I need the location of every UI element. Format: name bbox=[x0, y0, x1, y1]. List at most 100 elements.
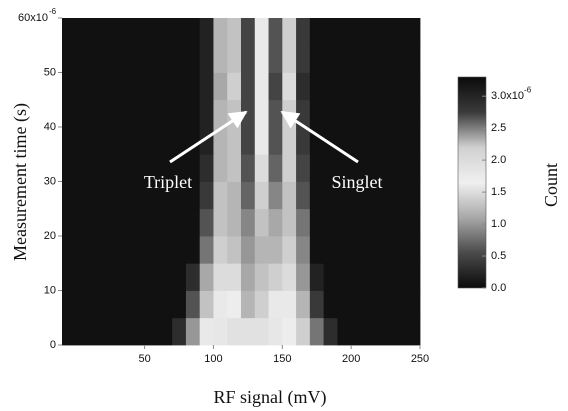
annotation: Triplet bbox=[144, 172, 192, 192]
heatmap-cell bbox=[75, 127, 90, 155]
heatmap-cell bbox=[364, 45, 380, 73]
heatmap-cell bbox=[130, 127, 146, 155]
heatmap-cell bbox=[254, 99, 269, 128]
heatmap-cell bbox=[309, 154, 325, 182]
heatmap-cell bbox=[241, 236, 256, 264]
heatmap-cell bbox=[89, 45, 104, 73]
heatmap-cell bbox=[268, 263, 283, 291]
heatmap-cell bbox=[296, 72, 311, 101]
heatmap-cell bbox=[117, 236, 132, 264]
heatmap-cell bbox=[130, 290, 146, 319]
heatmap-cell bbox=[213, 154, 228, 182]
heatmap-cell bbox=[364, 263, 380, 291]
heatmap-cell bbox=[254, 45, 269, 73]
heatmap-cell bbox=[364, 127, 380, 155]
heatmap-cell bbox=[117, 208, 132, 237]
heatmap-cell bbox=[199, 263, 214, 291]
heatmap-cell bbox=[282, 72, 297, 101]
heatmap-cell bbox=[351, 263, 366, 291]
heatmap-cell bbox=[227, 236, 242, 264]
heatmap-cell bbox=[117, 45, 132, 73]
heatmap-cell bbox=[254, 263, 269, 291]
heatmap-cell bbox=[172, 45, 187, 73]
heatmap-cell bbox=[62, 208, 77, 237]
heatmap-cell bbox=[130, 18, 146, 46]
heatmap-cell bbox=[185, 18, 201, 46]
heatmap-cell bbox=[241, 263, 256, 291]
heatmap-cell bbox=[337, 127, 352, 155]
heatmap-cell bbox=[158, 317, 173, 346]
heatmap-cell bbox=[406, 181, 421, 210]
heatmap-cell bbox=[158, 263, 173, 291]
heatmap-cell bbox=[337, 154, 352, 182]
heatmap-cell bbox=[144, 208, 159, 237]
heatmap-cell bbox=[337, 99, 352, 128]
heatmap-cell bbox=[323, 18, 338, 46]
heatmap-cell bbox=[392, 127, 407, 155]
heatmap-cell bbox=[378, 99, 393, 128]
heatmap-cell bbox=[158, 181, 173, 210]
heatmap-cell bbox=[199, 317, 214, 346]
heatmap-cell bbox=[130, 72, 146, 101]
heatmap-cell bbox=[172, 72, 187, 101]
heatmap-cell bbox=[392, 72, 407, 101]
heatmap-cell bbox=[309, 290, 325, 319]
heatmap-cell bbox=[213, 317, 228, 346]
heatmap-cell bbox=[89, 99, 104, 128]
heatmap-cell bbox=[75, 263, 90, 291]
heatmap-cell bbox=[392, 290, 407, 319]
heatmap-cell bbox=[227, 290, 242, 319]
heatmap-cell bbox=[337, 208, 352, 237]
y-tick-label: 10 bbox=[44, 284, 56, 296]
heatmap-cell bbox=[337, 18, 352, 46]
colorbar bbox=[457, 76, 487, 289]
heatmap-cell bbox=[378, 181, 393, 210]
heatmap-cell bbox=[309, 72, 325, 101]
heatmap-cell bbox=[185, 236, 201, 264]
heatmap-cell bbox=[296, 290, 311, 319]
heatmap-cell bbox=[378, 317, 393, 346]
heatmap-cell bbox=[103, 236, 118, 264]
heatmap-cell bbox=[227, 127, 242, 155]
heatmap-cell bbox=[185, 154, 201, 182]
heatmap-cell bbox=[103, 154, 118, 182]
heatmap-cell bbox=[75, 45, 90, 73]
heatmap-cell bbox=[282, 18, 297, 46]
heatmap-cell bbox=[241, 154, 256, 182]
heatmap-cell bbox=[323, 45, 338, 73]
x-tick-label: 50 bbox=[138, 353, 150, 365]
heatmap-cell bbox=[213, 45, 228, 73]
heatmap-cell bbox=[213, 181, 228, 210]
heatmap-cell bbox=[89, 154, 104, 182]
heatmap-cell bbox=[213, 290, 228, 319]
heatmap-cell bbox=[103, 72, 118, 101]
heatmap-cell bbox=[323, 154, 338, 182]
heatmap-cell bbox=[282, 236, 297, 264]
heatmap-cell bbox=[268, 18, 283, 46]
heatmap-cell bbox=[392, 99, 407, 128]
heatmap-cell bbox=[62, 290, 77, 319]
heatmap-cell bbox=[75, 290, 90, 319]
heatmap-cell bbox=[199, 99, 214, 128]
y-tick-label: 50 bbox=[44, 66, 56, 78]
heatmap-cell bbox=[130, 181, 146, 210]
heatmap-cell bbox=[351, 208, 366, 237]
heatmap-cell bbox=[75, 72, 90, 101]
heatmap-cell bbox=[406, 18, 421, 46]
heatmap-cell bbox=[75, 208, 90, 237]
heatmap-cell bbox=[337, 290, 352, 319]
heatmap-cell bbox=[241, 317, 256, 346]
heatmap-cell bbox=[406, 236, 421, 264]
heatmap-cell bbox=[282, 181, 297, 210]
heatmap-cell bbox=[392, 208, 407, 237]
heatmap-cell bbox=[117, 154, 132, 182]
heatmap-cell bbox=[323, 290, 338, 319]
heatmap-cell bbox=[62, 18, 77, 46]
heatmap-cell bbox=[323, 263, 338, 291]
tick-exponent: -6 bbox=[524, 85, 532, 94]
heatmap-cell bbox=[337, 236, 352, 264]
heatmap-cell bbox=[241, 72, 256, 101]
heatmap-cell bbox=[130, 154, 146, 182]
heatmap-cell bbox=[364, 181, 380, 210]
heatmap-cell bbox=[172, 181, 187, 210]
